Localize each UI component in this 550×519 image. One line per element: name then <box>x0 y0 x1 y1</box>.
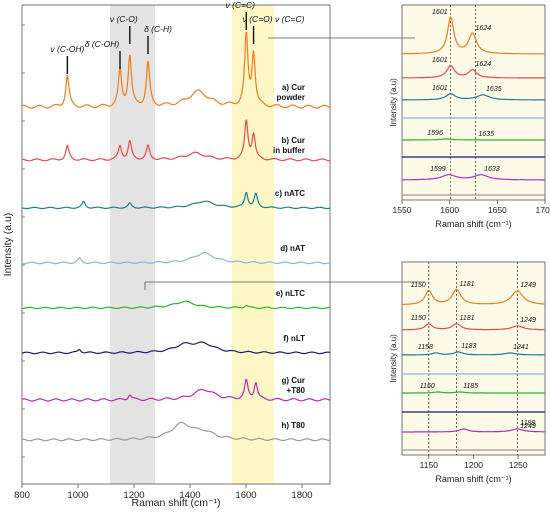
spectrum-line <box>22 421 331 442</box>
inset-spectrum-line <box>402 138 545 141</box>
inset-peak-label: 1633 <box>484 166 500 173</box>
x-axis-label: Raman shift (cm⁻¹) <box>435 219 511 229</box>
inset-peak-label: 1150 <box>411 315 426 322</box>
spectrum-line <box>21 379 331 402</box>
inset-peak-label: 1635 <box>486 86 502 93</box>
x-tick-label: 1150 <box>420 460 439 470</box>
x-tick-label: 1650 <box>488 205 507 215</box>
inset-peak-label: 1249 <box>520 317 536 324</box>
inset-spectrum-line <box>402 391 545 394</box>
x-tick-label: 1400 <box>179 490 200 501</box>
inset-peak-label: 1160 <box>420 383 435 390</box>
inset-peak-label: 1181 <box>460 315 475 322</box>
main-spectra-chart: 800 1000 1200 1400 1600 1800 Raman shift (cm⁻¹… <box>2 0 331 509</box>
inset-peak-label: 1189 <box>520 420 535 427</box>
peak-annotation: ν (C-O) <box>110 14 138 24</box>
inset-peak-label: 1601 <box>432 9 448 16</box>
inset-peak-label: 1599 <box>430 166 446 173</box>
peak-annotation: ν (C-OH) <box>50 44 84 54</box>
inset-1120-1280-chart: 1150 1200 1250 Raman shift (cm⁻¹) Intensity … <box>389 261 546 484</box>
inset-connectors <box>144 37 425 290</box>
y-axis-label: Intensity (a.u) <box>2 213 14 277</box>
inset-peak-label: 1624 <box>476 61 492 68</box>
x-tick-label: 1800 <box>291 490 312 501</box>
series-label: d) nAT <box>280 244 305 253</box>
y-axis-label: Intensity (a.u) <box>389 334 398 383</box>
inset-peak-label: 1601 <box>432 57 448 64</box>
x-tick-label: 1000 <box>67 490 88 501</box>
inset-spectrum-line <box>402 428 545 433</box>
x-tick-label: 1700 <box>536 205 550 215</box>
series-label: a) Cur <box>282 83 305 92</box>
series-label: +T80 <box>287 386 306 395</box>
x-tick-label: 1600 <box>440 205 459 215</box>
inset-peak-label: 1601 <box>432 85 448 92</box>
x-tick-label: 1200 <box>464 460 483 470</box>
inset-peak-label: 1183 <box>461 343 476 350</box>
spectrum-line <box>21 251 331 265</box>
series-label: powder <box>277 93 305 102</box>
peak-annotation: δ (C-OH) <box>85 39 120 49</box>
peak-annotation: δ (C-H) <box>144 24 172 34</box>
x-axis-label: Raman shift (cm⁻¹) <box>132 497 221 509</box>
inset-peak-label: 1596 <box>427 130 443 137</box>
highlight-band <box>110 5 155 484</box>
x-tick-label: 1600 <box>235 490 256 501</box>
inset-peak-label: 1249 <box>520 423 536 430</box>
series-label: e) nLTC <box>276 289 305 298</box>
inset-peak-label: 1249 <box>520 282 536 289</box>
inset-peak-label: 1635 <box>478 131 494 138</box>
series-label: b) Cur <box>281 136 305 145</box>
x-tick-label: 1200 <box>123 490 144 501</box>
y-axis-label: Intensity (a.u) <box>389 78 398 127</box>
spectrum-line <box>21 341 331 355</box>
spectrum-line <box>21 31 331 109</box>
inset-peak-label: 1181 <box>460 281 475 288</box>
highlight-band <box>232 5 274 484</box>
inset-spectrum-line <box>402 323 545 331</box>
inset-spectrum-line <box>402 288 546 305</box>
peak-annotation: ν (C=O) ν (C=C) <box>243 14 305 24</box>
inset-spectrum-line <box>402 174 545 181</box>
series-label: f) nLT <box>283 334 305 343</box>
x-tick-label: 1250 <box>509 460 528 470</box>
inset-spectrum-line <box>402 64 545 79</box>
inset-spectrum-line <box>402 16 545 55</box>
x-tick-label: 1550 <box>393 205 412 215</box>
plot-frame <box>21 4 331 485</box>
series-label: in buffer <box>273 146 305 155</box>
series-label: c) nATC <box>275 189 305 198</box>
inset-spectrum-line <box>402 351 545 356</box>
spectrum-line <box>21 300 330 310</box>
series-label: g) Cur <box>281 376 305 385</box>
inset-frame <box>401 4 546 201</box>
spectrum-line <box>21 191 331 210</box>
x-tick-label: 800 <box>14 490 30 501</box>
inset-peak-label: 1185 <box>463 383 478 390</box>
series-label: h) T80 <box>281 421 305 430</box>
inset-1550-1700-chart: 1550 1600 1650 1700 Raman shift (cm⁻¹) Intens… <box>389 4 550 229</box>
peak-annotation: ν (C=C) <box>226 0 256 10</box>
inset-peak-label: 1150 <box>411 282 426 289</box>
inset-peak-label: 1241 <box>513 344 529 351</box>
inset-peak-label: 1624 <box>476 25 492 32</box>
inset-peak-label: 1158 <box>418 344 433 351</box>
spectrum-line <box>21 119 330 162</box>
inset-spectrum-line <box>402 93 545 101</box>
x-axis-label: Raman shift (cm⁻¹) <box>435 474 511 484</box>
